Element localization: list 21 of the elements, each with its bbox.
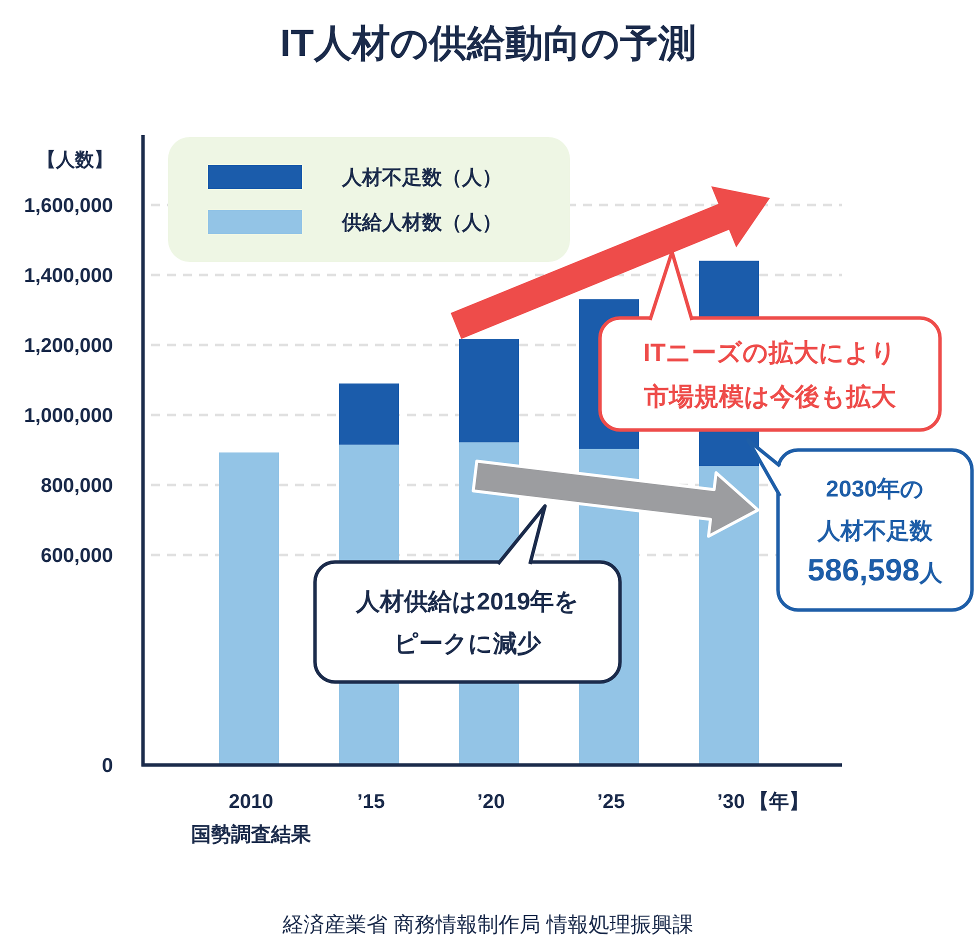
legend-label: 人材不足数（人） bbox=[341, 167, 502, 189]
xtick: ’30 bbox=[717, 791, 745, 813]
xtick: ’25 bbox=[597, 791, 625, 813]
xtick: 2010 国勢調査結果 bbox=[191, 791, 311, 846]
ytick: 1,400,000 bbox=[24, 265, 113, 287]
ytick: 1,600,000 bbox=[24, 195, 113, 217]
ytick: 600,000 bbox=[40, 545, 113, 567]
legend-label: 供給人材数（人） bbox=[341, 212, 502, 234]
ytick: 0 bbox=[102, 755, 113, 777]
annotation: 2030年の人材不足数586,598人 bbox=[807, 475, 943, 588]
annotation: 経済産業省 商務情報制作局 情報処理振興課 bbox=[282, 914, 694, 937]
xtick: ’15 bbox=[357, 791, 385, 813]
ytick: 800,000 bbox=[40, 475, 113, 497]
annotation: ITニーズの拡大により市場規模は今後も拡大 bbox=[643, 339, 897, 411]
xlabel: 【年】 bbox=[749, 791, 809, 813]
annotation: 人材供給は2019年をピークに減少 bbox=[356, 588, 580, 658]
title: IT人材の供給動向の予測 bbox=[280, 23, 696, 65]
ytick: 1,200,000 bbox=[24, 335, 113, 357]
ytick: 1,000,000 bbox=[24, 405, 113, 427]
ylabel: 【人数】 bbox=[37, 150, 113, 171]
xtick: ’20 bbox=[477, 791, 505, 813]
